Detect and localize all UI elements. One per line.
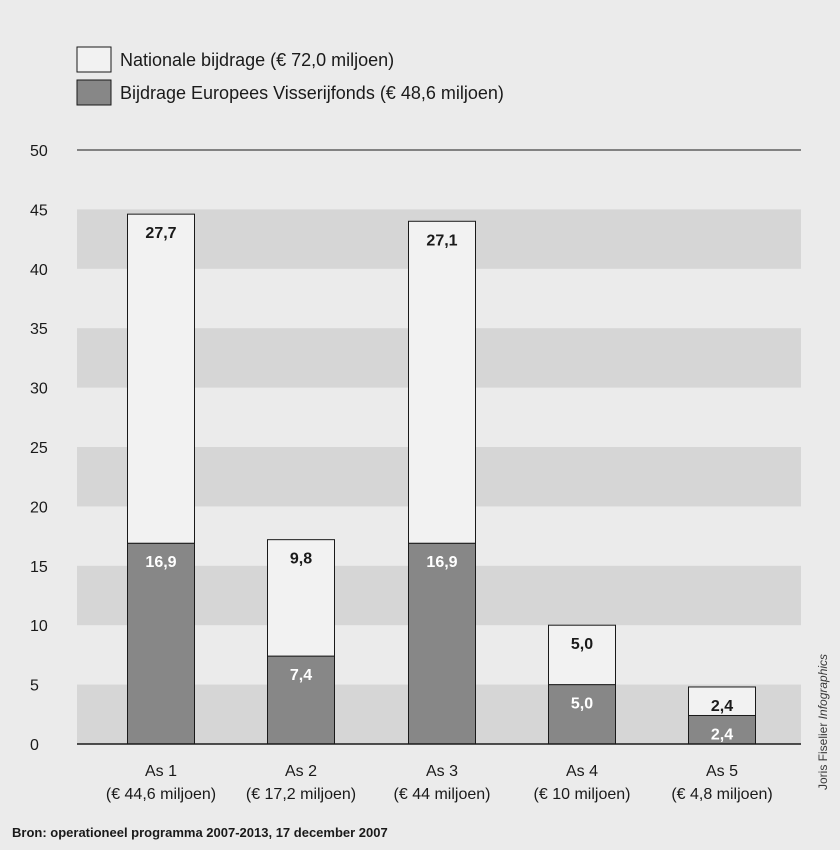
y-tick-label: 50 xyxy=(30,143,48,160)
bar-segment-national xyxy=(688,686,756,716)
data-label-eu: 5,0 xyxy=(571,696,593,713)
credit-italic: Infographics xyxy=(816,654,830,719)
y-tick-label: 15 xyxy=(30,559,48,576)
y-tick-label: 40 xyxy=(30,262,48,279)
x-category-label: As 5 xyxy=(706,763,738,780)
bar-segment-national xyxy=(548,624,616,686)
svg-text:Joris Fiselier Infographics: Joris Fiselier Infographics xyxy=(816,654,830,790)
data-label-national: 27,7 xyxy=(145,225,176,242)
x-category-sublabel: (€ 10 miljoen) xyxy=(534,786,631,803)
data-label-national: 5,0 xyxy=(571,636,593,653)
data-label-national: 9,8 xyxy=(290,551,312,568)
x-category-sublabel: (€ 44,6 miljoen) xyxy=(106,786,216,803)
bar-segment-national xyxy=(127,213,195,544)
credit-name: Joris Fiselier xyxy=(816,723,830,790)
y-tick-label: 25 xyxy=(30,440,48,457)
bars: 16,9 27,7 7,4 9,8 16,9 27,1 5,0 5,0 2,4 2,4 xyxy=(127,213,756,745)
data-label-eu: 16,9 xyxy=(426,554,457,571)
x-category-label: As 3 xyxy=(426,763,458,780)
legend: Nationale bijdrage (€ 72,0 miljoen) Bijd… xyxy=(76,46,504,106)
data-label-eu: 16,9 xyxy=(145,554,176,571)
legend-swatch-eu xyxy=(76,79,112,106)
source-note: Bron: operationeel programma 2007-2013, … xyxy=(12,825,388,840)
legend-label-eu: Bijdrage Europees Visserijfonds (€ 48,6 … xyxy=(120,83,504,103)
y-tick-label: 5 xyxy=(30,678,39,695)
data-label-eu: 7,4 xyxy=(290,667,312,684)
x-category-sublabel: (€ 44 miljoen) xyxy=(394,786,491,803)
x-category-label: As 2 xyxy=(285,763,317,780)
y-tick-label: 10 xyxy=(30,618,48,635)
bar-segment-national xyxy=(408,220,476,544)
credit: Joris Fiselier Infographics xyxy=(816,654,830,790)
x-category-sublabel: (€ 4,8 miljoen) xyxy=(671,786,772,803)
bar-segment-national xyxy=(267,539,335,657)
y-tick-label: 45 xyxy=(30,202,48,219)
x-axis: As 1 (€ 44,6 miljoen) As 2 (€ 17,2 miljoen)… xyxy=(77,743,801,803)
y-tick-label: 0 xyxy=(30,737,39,754)
x-category-label: As 1 xyxy=(145,763,177,780)
x-category-sublabel: (€ 17,2 miljoen) xyxy=(246,786,356,803)
y-tick-label: 30 xyxy=(30,381,48,398)
y-tick-label: 20 xyxy=(30,499,48,516)
y-tick-label: 35 xyxy=(30,321,48,338)
bar-segment-eu xyxy=(408,542,476,745)
data-label-national: 2,4 xyxy=(711,698,733,715)
legend-swatch-national xyxy=(76,46,112,73)
y-axis: 0 5 10 15 20 25 30 35 40 45 50 xyxy=(30,143,801,754)
bar-segment-eu xyxy=(127,542,195,745)
data-label-national: 27,1 xyxy=(426,232,457,249)
legend-label-national: Nationale bijdrage (€ 72,0 miljoen) xyxy=(120,50,394,70)
bar-segment-eu xyxy=(548,684,616,745)
data-label-eu: 2,4 xyxy=(711,726,733,743)
x-category-label: As 4 xyxy=(566,763,598,780)
bar-segment-eu xyxy=(688,714,756,745)
